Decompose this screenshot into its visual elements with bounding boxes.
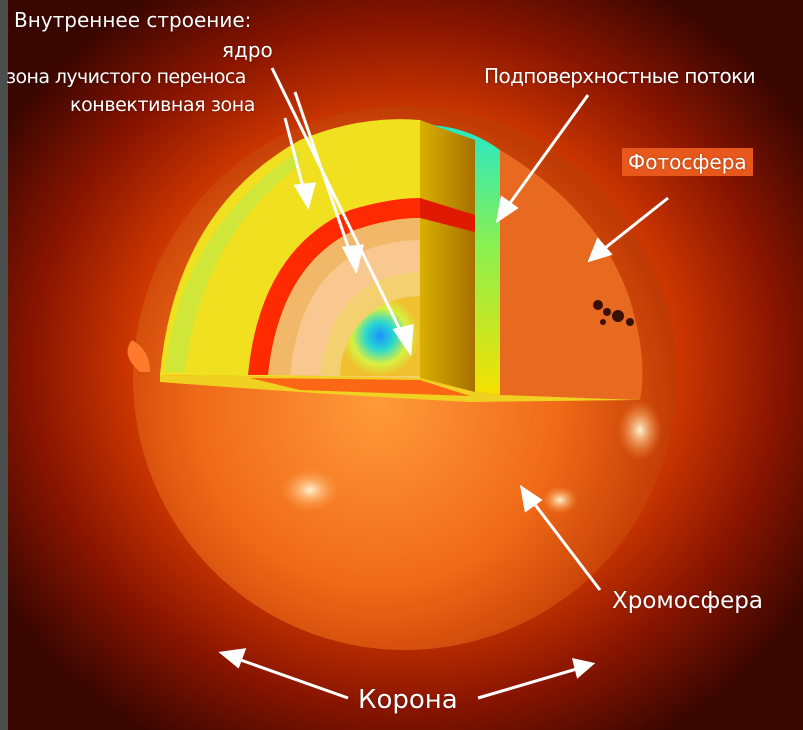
active-region xyxy=(542,486,578,514)
label-core: ядро xyxy=(222,38,273,62)
label-convective-zone: конвективная зона xyxy=(70,94,256,116)
prominence xyxy=(127,340,150,372)
arrow-corona-left xyxy=(234,656,349,700)
arrow-core-head xyxy=(392,324,414,357)
cutaway-core xyxy=(340,296,420,376)
arrow-subsurface-head xyxy=(495,195,519,224)
cutaway-wall xyxy=(420,120,475,392)
arrow-convective xyxy=(283,117,307,196)
arrow-chromosphere-head xyxy=(519,484,543,513)
cutaway-photosphere-face xyxy=(500,150,643,400)
cutaway-outer-edge xyxy=(165,150,300,372)
cutaway-subsurface-flows xyxy=(432,125,500,395)
label-internal-structure: Внутреннее строение: xyxy=(14,8,252,32)
label-subsurface-flows: Подповерхностные потоки xyxy=(484,64,756,88)
floor-red-band xyxy=(250,378,470,396)
sunspots xyxy=(593,300,634,326)
arrow-photosphere xyxy=(599,196,669,254)
arrow-core xyxy=(270,67,407,341)
arrow-corona-right xyxy=(477,666,581,700)
active-region xyxy=(280,468,340,512)
label-radiative-zone: зона лучистого переноса xyxy=(6,66,246,88)
active-region xyxy=(618,400,662,460)
arrow-photosphere-head xyxy=(587,237,613,263)
label-chromosphere: Хромосфера xyxy=(612,588,764,614)
label-corona: Корона xyxy=(358,685,458,715)
arrow-corona-left-head xyxy=(218,648,247,669)
arrow-radiative-head xyxy=(341,244,364,275)
wall-red-band xyxy=(420,198,475,232)
label-photosphere: Фотосфера xyxy=(622,148,753,176)
arrows xyxy=(218,67,669,700)
arrow-chromosphere xyxy=(528,497,602,591)
arrow-radiative xyxy=(293,91,354,259)
cutaway-red-band xyxy=(248,198,420,375)
arrow-subsurface xyxy=(503,94,590,211)
arrow-corona-right-head xyxy=(571,658,596,679)
arrow-convective-head xyxy=(293,182,317,210)
